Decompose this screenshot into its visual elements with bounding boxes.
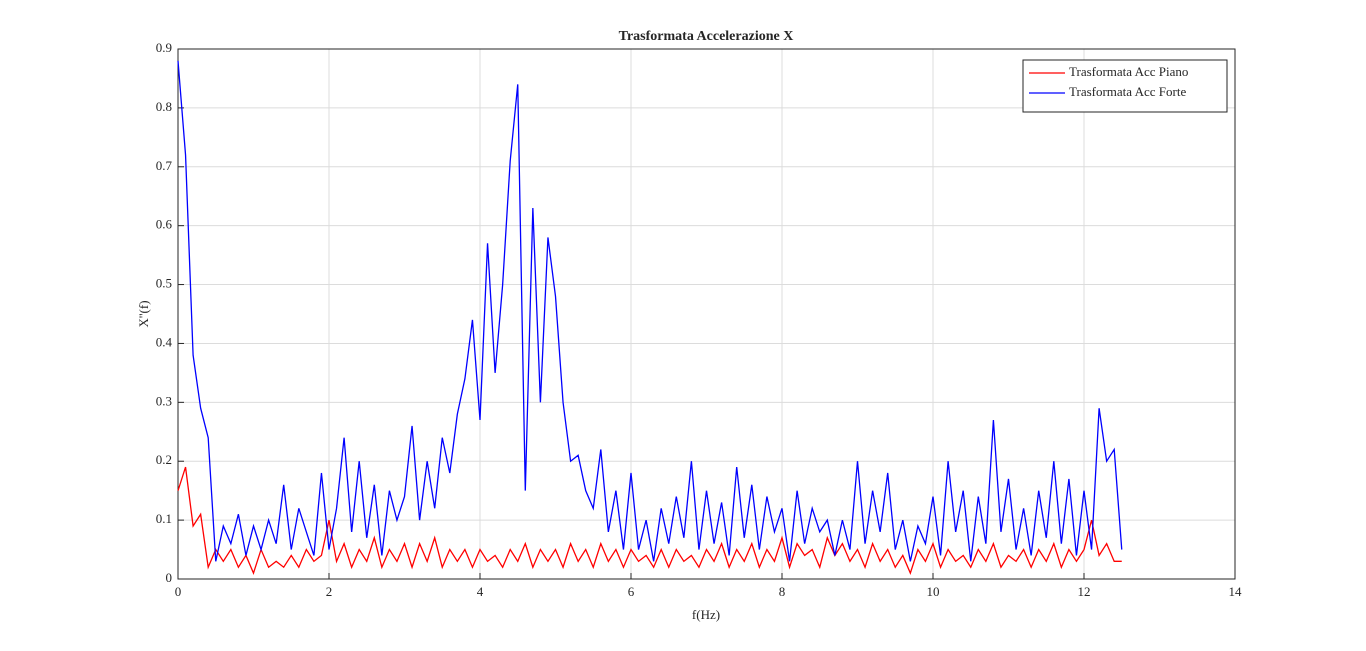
y-tick-label: 0.5 <box>156 276 172 291</box>
x-tick-label: 2 <box>326 584 333 599</box>
x-tick-label: 0 <box>175 584 182 599</box>
y-tick-label: 0.6 <box>156 217 173 232</box>
y-tick-label: 0 <box>166 570 173 585</box>
legend-label: Trasformata Acc Piano <box>1069 64 1188 79</box>
x-tick-label: 10 <box>927 584 940 599</box>
x-tick-label: 12 <box>1078 584 1091 599</box>
y-tick-label: 0.1 <box>156 511 172 526</box>
plot-frame <box>177 48 1236 580</box>
chart-title: Trasformata Accelerazione X <box>619 29 794 44</box>
y-tick-label: 0.2 <box>156 452 172 467</box>
legend-box <box>1022 59 1228 113</box>
y-tick-label: 0.4 <box>156 334 173 349</box>
x-axis-label: f(Hz) <box>692 607 720 622</box>
y-tick-label: 0.9 <box>156 40 172 55</box>
x-tick-label: 4 <box>477 584 484 599</box>
x-tick-label: 6 <box>628 584 635 599</box>
y-tick-label: 0.7 <box>156 158 173 173</box>
data-line <box>177 60 1123 562</box>
x-tick-label: 14 <box>1229 584 1243 599</box>
legend-label: Trasformata Acc Forte <box>1069 84 1186 99</box>
x-tick-label: 8 <box>779 584 786 599</box>
y-axis-label: X''(f) <box>136 300 151 327</box>
y-tick-label: 0.8 <box>156 99 172 114</box>
data-line <box>177 466 1122 575</box>
y-tick-label: 0.3 <box>156 393 172 408</box>
